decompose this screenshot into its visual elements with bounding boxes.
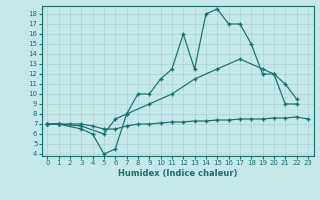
X-axis label: Humidex (Indice chaleur): Humidex (Indice chaleur) (118, 169, 237, 178)
